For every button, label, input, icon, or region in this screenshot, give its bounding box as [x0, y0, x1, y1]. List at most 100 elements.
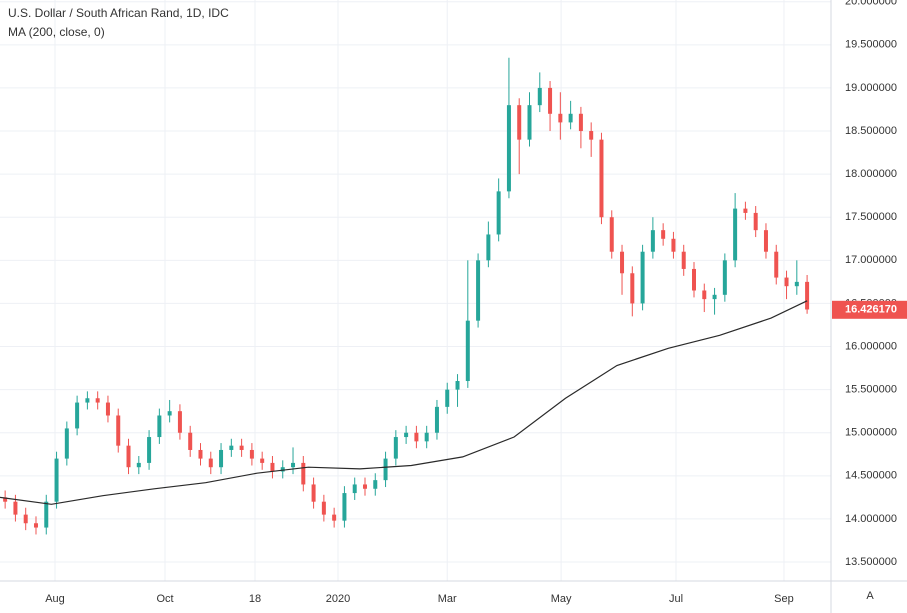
- y-tick-label: 13.500000: [845, 556, 897, 568]
- chart-title: U.S. Dollar / South African Rand, 1D, ID…: [8, 6, 229, 20]
- candle-body: [44, 501, 49, 528]
- candle-body: [33, 523, 38, 528]
- candle-body: [64, 428, 69, 459]
- candle-body: [578, 113, 583, 132]
- y-tick-label: 17.000000: [845, 254, 897, 266]
- last-price-label: 16.426170: [845, 304, 897, 316]
- candle-body: [650, 230, 655, 252]
- y-tick-label: 16.000000: [845, 340, 897, 352]
- x-tick-label: May: [551, 593, 572, 605]
- candle-body: [54, 458, 59, 502]
- candle-body: [126, 445, 131, 468]
- candle-body: [208, 458, 213, 468]
- candle-body: [3, 497, 8, 502]
- candle-body: [794, 281, 799, 287]
- candle-body: [712, 294, 717, 300]
- candle-body: [805, 281, 810, 310]
- plot: [0, 57, 810, 535]
- candle-body: [640, 251, 645, 304]
- y-tick-label: 14.000000: [845, 513, 897, 525]
- y-tick-label: 14.500000: [845, 470, 897, 482]
- candle-body: [301, 462, 306, 485]
- candle-body: [23, 514, 28, 524]
- candle-body: [198, 449, 203, 459]
- candle-body: [681, 251, 686, 269]
- candle-body: [414, 432, 419, 442]
- candle-body: [188, 432, 193, 450]
- candle-body: [342, 493, 347, 521]
- candle-body: [445, 389, 450, 407]
- candle-body: [404, 432, 409, 438]
- candle-body: [496, 191, 501, 235]
- candle-body: [362, 484, 367, 489]
- candle-body: [280, 467, 285, 472]
- candle-body: [260, 458, 265, 463]
- candle-body: [465, 320, 470, 382]
- last-price-box: [832, 300, 907, 319]
- auto-scale-button[interactable]: A: [866, 590, 874, 602]
- candle-body: [75, 402, 80, 429]
- candle-body: [722, 260, 727, 295]
- candle-body: [147, 437, 152, 463]
- y-tick-label: 15.000000: [845, 427, 897, 439]
- candle-body: [517, 105, 522, 140]
- candle-body: [753, 212, 758, 231]
- candle-body: [177, 411, 182, 433]
- y-tick-label: 15.500000: [845, 384, 897, 396]
- candle-body: [291, 462, 296, 468]
- candle-body: [95, 398, 100, 403]
- candle-body: [486, 234, 491, 261]
- axes: 13.500000 14.000000 14.500000 15.000000 15.5…: [45, 0, 907, 605]
- candle-body: [733, 208, 738, 261]
- x-tick-label: Jul: [669, 593, 683, 605]
- candle-body: [424, 432, 429, 442]
- candle-body: [455, 381, 460, 390]
- y-tick-label: 18.000000: [845, 168, 897, 180]
- candle-body: [702, 290, 707, 300]
- candle-body: [506, 105, 511, 192]
- candle-body: [661, 230, 666, 239]
- y-tick-label: 17.500000: [845, 211, 897, 223]
- candle-body: [136, 462, 141, 468]
- candle-body: [105, 402, 110, 416]
- candle-body: [558, 113, 563, 123]
- candle-body: [568, 113, 573, 123]
- candle-body: [219, 449, 224, 468]
- candle-body: [599, 139, 604, 218]
- candle-body: [548, 87, 553, 114]
- indicator-legend: MA (200, close, 0): [8, 25, 105, 39]
- x-tick-label: Oct: [156, 593, 173, 605]
- y-tick-label: 19.500000: [845, 39, 897, 51]
- candle-body: [609, 217, 614, 252]
- y-tick-label: 18.500000: [845, 125, 897, 137]
- x-tick-label: 18: [249, 593, 261, 605]
- candle-body: [373, 480, 378, 489]
- candle-body: [13, 501, 18, 515]
- y-tick-label: 20.000000: [845, 0, 897, 8]
- candle-body: [671, 238, 676, 252]
- candle-body: [784, 277, 789, 287]
- candle-body: [589, 131, 594, 140]
- x-tick-label: 2020: [326, 593, 350, 605]
- candle-body: [270, 462, 275, 472]
- candle-body: [332, 514, 337, 521]
- candle-body: [763, 230, 768, 252]
- candle-body: [743, 208, 748, 213]
- candle-body: [167, 411, 172, 416]
- candle-body: [527, 105, 532, 140]
- y-tick-label: 19.000000: [845, 82, 897, 94]
- candle-body: [239, 445, 244, 450]
- candle-body: [157, 415, 162, 438]
- candle-body: [383, 458, 388, 481]
- candle-body: [85, 398, 90, 403]
- x-tick-label: Sep: [774, 593, 794, 605]
- candle-body: [352, 484, 357, 494]
- candle-body: [691, 268, 696, 291]
- candle-body: [229, 445, 234, 450]
- candle-body: [249, 449, 254, 459]
- candle-body: [311, 484, 316, 502]
- candle-body: [116, 415, 121, 446]
- candle-body: [630, 273, 635, 304]
